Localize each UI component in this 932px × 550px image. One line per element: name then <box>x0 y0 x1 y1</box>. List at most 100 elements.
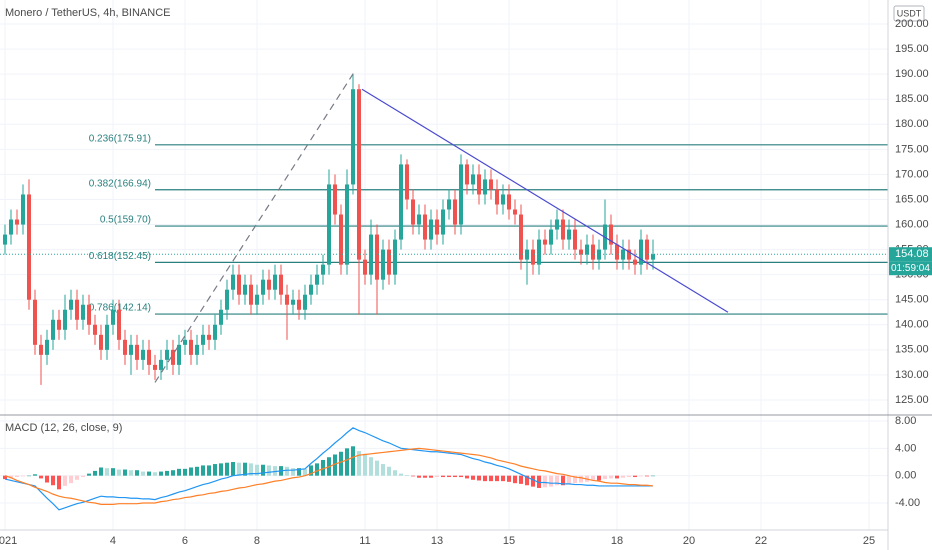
histogram-bar <box>464 475 469 479</box>
histogram-bar <box>440 475 445 478</box>
histogram-bar <box>308 465 313 476</box>
histogram-bar <box>344 448 349 476</box>
candle-body <box>272 274 277 290</box>
histogram-bar <box>524 475 529 486</box>
candle-body <box>68 299 73 310</box>
candle-body <box>50 319 55 340</box>
histogram-bar <box>638 475 643 477</box>
candle-body <box>548 229 553 245</box>
histogram-bar <box>188 467 193 476</box>
candle-body <box>428 219 433 240</box>
histogram-bar <box>158 471 163 476</box>
candle-body <box>86 304 91 325</box>
candle-body <box>650 254 655 260</box>
candle-body <box>80 304 85 320</box>
histogram-bar <box>482 475 487 482</box>
histogram-bar <box>590 475 595 481</box>
x-tick-label: 22 <box>755 535 767 547</box>
candle-body <box>212 324 217 340</box>
candle-body <box>620 249 625 260</box>
histogram-bar <box>320 459 325 476</box>
candle-body <box>14 219 19 225</box>
histogram-bar <box>506 475 511 482</box>
histogram-bar <box>68 475 73 484</box>
histogram-bar <box>80 475 85 478</box>
candle-body <box>38 344 43 355</box>
histogram-bar <box>302 468 307 476</box>
histogram-bar <box>2 475 7 480</box>
candle-body <box>122 339 127 355</box>
histogram-bar <box>494 475 499 482</box>
x-tick-label: 18 <box>611 535 623 547</box>
candle-body <box>536 239 541 265</box>
candle-body <box>158 359 163 370</box>
candle-body <box>338 214 343 265</box>
candle-body <box>470 174 475 185</box>
candle-body <box>32 299 37 345</box>
candle-body <box>188 339 193 355</box>
candle-body <box>488 179 493 190</box>
macd-line <box>4 447 654 505</box>
y-tick-label: 8.00 <box>895 415 916 427</box>
candle-body <box>482 179 487 195</box>
candle-body <box>350 89 355 185</box>
candle-body <box>56 319 61 330</box>
histogram-bar <box>542 475 547 488</box>
histogram-bar <box>338 451 343 476</box>
histogram-bar <box>368 457 373 476</box>
histogram-bar <box>44 475 49 483</box>
currency-box[interactable] <box>893 5 925 22</box>
histogram-bar <box>104 468 109 476</box>
histogram-bar <box>74 475 79 480</box>
histogram-bar <box>554 475 559 486</box>
candle-body <box>164 349 169 360</box>
candle-body <box>356 89 361 260</box>
histogram-bar <box>20 475 25 477</box>
histogram-bar <box>182 468 187 476</box>
candle-body <box>2 234 7 245</box>
candle-body <box>578 249 583 255</box>
candle-body <box>194 344 199 355</box>
histogram-bar <box>410 475 415 477</box>
histogram-bar <box>116 469 121 476</box>
candle-body <box>494 189 499 205</box>
histogram-bar <box>356 451 361 476</box>
x-tick-label: 13 <box>431 535 443 547</box>
histogram-bar <box>392 470 397 476</box>
candle-body <box>524 249 529 260</box>
histogram-bar <box>446 475 451 478</box>
candle-body <box>452 199 457 225</box>
histogram-bar <box>578 475 583 483</box>
x-tick-label: 4 <box>110 535 116 547</box>
histogram-bar <box>548 475 553 487</box>
histogram-bar <box>236 462 241 476</box>
candle-body <box>632 259 637 265</box>
countdown-label: 01:59:04 <box>891 263 930 274</box>
histogram-bar <box>152 472 157 476</box>
histogram-bar <box>98 467 103 476</box>
histogram-bar <box>134 470 139 476</box>
histogram-bar <box>452 475 457 478</box>
y-tick-label: 125.00 <box>895 394 929 406</box>
histogram-bar <box>32 474 37 476</box>
currency[interactable]: USDT <box>897 8 922 18</box>
candle-body <box>584 244 589 255</box>
histogram-bar <box>254 464 259 476</box>
histogram-bar <box>164 470 169 476</box>
histogram-bar <box>560 475 565 486</box>
candle-body <box>476 174 481 195</box>
candle-body <box>320 264 325 275</box>
candle-body <box>506 194 511 210</box>
y-tick-label: 190.00 <box>895 68 929 80</box>
candle-body <box>98 334 103 350</box>
candle-body <box>326 184 331 265</box>
candle-body <box>512 209 517 215</box>
histogram-bar <box>230 462 235 476</box>
histogram-bar <box>404 474 409 476</box>
histogram-bar <box>530 475 535 487</box>
histogram-bar <box>374 460 379 476</box>
x-tick-label: 20 <box>683 535 695 547</box>
trendline <box>154 71 355 383</box>
histogram-bar <box>398 473 403 476</box>
candle-body <box>464 164 469 185</box>
